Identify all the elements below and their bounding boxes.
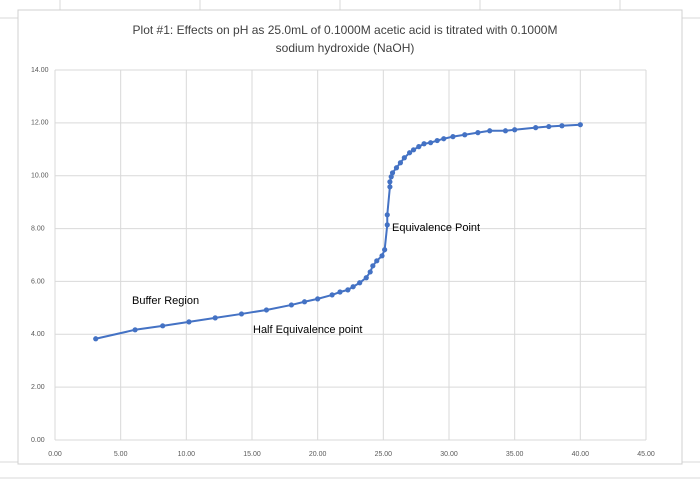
data-point [263,307,270,313]
data-point [384,222,390,228]
x-tick-label: 10.00 [178,451,196,458]
x-tick-label: 35.00 [506,451,524,458]
data-point [357,280,363,286]
x-tick-label: 20.00 [309,451,327,458]
data-point [345,287,351,293]
y-tick-label: 14.00 [31,67,49,74]
x-tick-label: 45.00 [637,451,655,458]
data-point [388,174,394,180]
data-point [382,247,388,253]
data-point [441,136,447,142]
data-point [559,123,565,129]
data-point [384,212,390,218]
data-point [512,127,518,133]
data-point [363,275,369,281]
data-point [301,299,308,305]
data-point [475,130,481,136]
y-tick-label: 10.00 [31,173,49,180]
data-point [367,269,373,275]
x-tick-label: 30.00 [440,451,458,458]
y-tick-label: 2.00 [31,384,45,391]
y-tick-label: 6.00 [31,278,45,285]
data-point [416,144,422,150]
data-point [160,323,166,329]
data-point [462,132,468,138]
chart-title: sodium hydroxide (NaOH) [276,41,415,55]
data-point [401,155,407,161]
data-point [288,302,294,308]
data-point [502,128,509,134]
data-point [212,315,218,321]
data-point [315,296,321,302]
data-point [421,141,427,147]
annotation: Half Equivalence point [253,324,362,336]
data-point [238,311,245,317]
data-point [93,336,99,342]
data-point [397,160,404,166]
data-point [487,128,493,134]
y-tick-label: 12.00 [31,120,49,127]
data-point [374,258,380,264]
data-point [533,125,539,131]
chart-frame [17,9,683,465]
data-point [387,179,393,185]
data-point [387,184,393,190]
annotation: Equivalence Point [392,222,480,234]
data-point [434,137,440,144]
data-point [428,140,434,146]
plot-area: 0.00 2.00 4.00 6.00 8.00 10.00 12.00 14.00 0.00 5… [31,67,655,458]
data-point [132,327,138,333]
data-point [407,150,413,156]
x-tick-label: 0.00 [48,451,62,458]
data-point [389,170,396,176]
data-point [350,284,356,290]
data-point [577,122,583,128]
data-point [546,123,552,130]
data-point [370,263,376,269]
x-tick-label: 40.00 [572,451,590,458]
data-point [329,292,335,298]
y-tick-label: 0.00 [31,437,45,444]
x-tick-label: 15.00 [243,451,261,458]
annotation: Buffer Region [132,295,199,307]
x-tick-label: 25.00 [375,451,393,458]
data-point [393,165,400,171]
x-tick-label: 5.00 [114,451,128,458]
data-point [186,319,192,325]
y-tick-label: 4.00 [31,331,45,338]
data-point [450,134,456,140]
data-point [337,289,343,295]
y-tick-label: 8.00 [31,225,45,232]
data-point [379,253,385,259]
data-point [410,147,417,153]
chart-title: Plot #1: Effects on pH as 25.0mL of 0.10… [133,23,558,37]
